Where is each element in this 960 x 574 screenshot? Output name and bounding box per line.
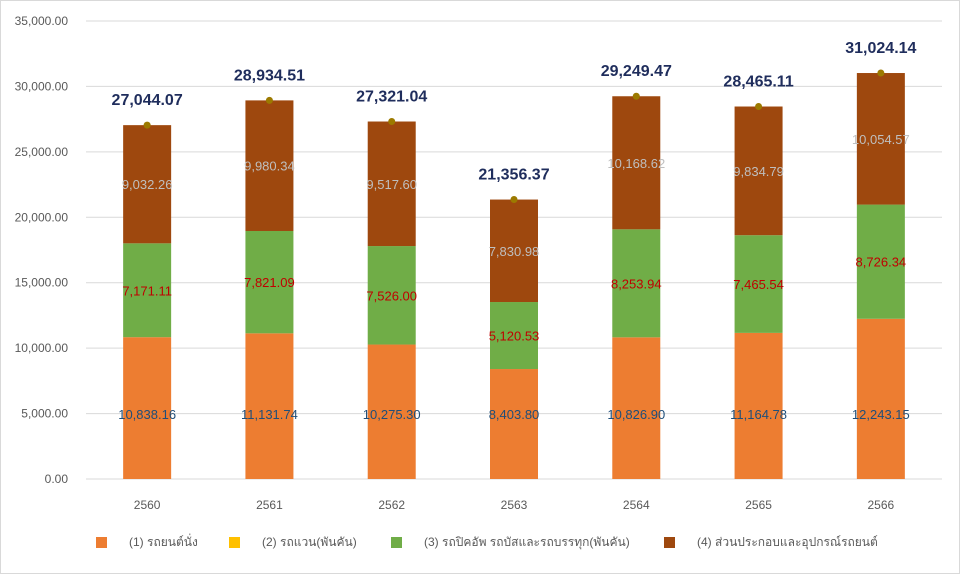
x-tick-label: 2563 <box>501 498 528 512</box>
y-tick-label: 25,000.00 <box>15 145 69 159</box>
data-label-passenger-cars: 10,826.90 <box>607 407 665 422</box>
bar-segment-parts-accessories <box>734 106 783 236</box>
x-tick-label: 2562 <box>378 498 405 512</box>
data-label-pickups-buses-trucks: 8,726.34 <box>856 255 907 270</box>
bar-segment-pickups-buses-trucks <box>734 235 783 333</box>
bar-segment-pickups-buses-trucks <box>367 246 416 345</box>
bars <box>123 73 905 479</box>
legend-label: (4) ส่วนประกอบและอุปกรณ์รถยนต์ <box>697 535 878 549</box>
legend-label: (1) รถยนต์นั่ง <box>129 535 198 549</box>
data-label-parts-accessories: 9,834.79 <box>733 164 784 179</box>
bar-segment-pickups-buses-trucks <box>123 243 172 338</box>
x-tick-label: 2565 <box>745 498 772 512</box>
data-label-passenger-cars: 11,164.78 <box>730 407 787 422</box>
data-labels: 10,838.16 7,171.11 9,032.26 27,044.07 11,131… <box>112 40 917 422</box>
total-marker <box>265 96 273 104</box>
bar-segment-passenger-cars <box>123 337 172 479</box>
total-marker <box>632 92 640 100</box>
total-label: 28,934.51 <box>234 67 305 84</box>
total-label: 31,024.14 <box>845 40 916 57</box>
data-label-parts-accessories: 7,830.98 <box>489 244 540 259</box>
x-axis: 2560 2561 2562 2563 2564 2565 2566 <box>134 498 895 512</box>
gridlines <box>86 20 942 480</box>
y-axis: 0.00 5,000.00 10,000.00 15,000.00 20,000.00 2… <box>15 14 69 486</box>
bar-segment-passenger-cars <box>367 344 416 479</box>
total-label: 21,356.37 <box>478 167 549 184</box>
y-tick-label: 10,000.00 <box>15 341 69 355</box>
total-marker <box>877 69 885 77</box>
bar-segment-parts-accessories <box>367 121 416 247</box>
total-label: 29,249.47 <box>601 63 672 80</box>
legend-swatch <box>391 537 402 548</box>
legend: (1) รถยนต์นั่ง (2) รถแวน(พันคัน) (3) รถป… <box>0 533 960 555</box>
bar-segment-pickups-buses-trucks <box>245 230 294 334</box>
x-tick-label: 2564 <box>623 498 650 512</box>
data-label-passenger-cars: 8,403.80 <box>489 407 540 422</box>
data-label-passenger-cars: 11,131.74 <box>241 407 298 422</box>
data-label-parts-accessories: 9,517.60 <box>366 177 417 192</box>
legend-swatch <box>664 537 675 548</box>
total-label: 27,321.04 <box>356 88 427 105</box>
data-label-parts-accessories: 9,980.34 <box>244 159 295 174</box>
legend-item-passenger-cars[interactable]: (1) รถยนต์นั่ง <box>96 533 198 552</box>
legend-item-parts-accessories[interactable]: (4) ส่วนประกอบและอุปกรณ์รถยนต์ <box>664 533 878 552</box>
total-marker <box>755 103 763 111</box>
legend-item-vans[interactable]: (2) รถแวน(พันคัน) <box>229 533 357 552</box>
data-label-passenger-cars: 10,838.16 <box>118 407 176 422</box>
x-tick-label: 2561 <box>256 498 283 512</box>
y-tick-label: 20,000.00 <box>15 210 69 224</box>
total-marker <box>143 121 151 129</box>
bar-segment-passenger-cars <box>245 333 294 479</box>
legend-label: (3) รถปิคอัพ รถบัสและรถบรรทุก(พันคัน) <box>424 535 630 549</box>
data-label-parts-accessories: 9,032.26 <box>122 177 173 192</box>
bar-segment-passenger-cars <box>856 318 905 479</box>
data-label-pickups-buses-trucks: 7,526.00 <box>366 288 417 303</box>
y-tick-label: 5,000.00 <box>21 407 68 421</box>
bar-segment-parts-accessories <box>245 100 294 231</box>
legend-swatch <box>229 537 240 548</box>
total-label: 28,465.11 <box>723 74 793 91</box>
data-label-pickups-buses-trucks: 7,171.11 <box>122 283 172 298</box>
total-marker <box>510 196 518 204</box>
y-tick-label: 30,000.00 <box>15 79 69 93</box>
data-label-passenger-cars: 12,243.15 <box>852 407 910 422</box>
bar-segment-passenger-cars <box>734 332 783 479</box>
y-tick-label: 0.00 <box>45 472 69 486</box>
bar-segment-parts-accessories <box>856 73 905 205</box>
x-tick-label: 2566 <box>868 498 895 512</box>
bar-segment-pickups-buses-trucks <box>612 229 661 338</box>
data-label-pickups-buses-trucks: 7,821.09 <box>244 275 295 290</box>
total-label: 27,044.07 <box>112 92 183 109</box>
data-label-pickups-buses-trucks: 7,465.54 <box>733 277 784 292</box>
bar-segment-parts-accessories <box>490 199 538 303</box>
x-tick-label: 2560 <box>134 498 161 512</box>
data-label-pickups-buses-trucks: 8,253.94 <box>611 276 662 291</box>
total-marker <box>388 117 396 125</box>
legend-item-pickups-buses-trucks[interactable]: (3) รถปิคอัพ รถบัสและรถบรรทุก(พันคัน) <box>391 533 630 552</box>
bar-segment-pickups-buses-trucks <box>856 204 905 319</box>
y-tick-label: 15,000.00 <box>15 276 69 290</box>
data-label-parts-accessories: 10,054.57 <box>852 132 910 147</box>
data-label-passenger-cars: 10,275.30 <box>363 407 421 422</box>
bar-segment-parts-accessories <box>123 125 172 244</box>
bar-segment-passenger-cars <box>612 337 661 479</box>
bar-segment-parts-accessories <box>612 96 661 230</box>
legend-swatch <box>96 537 107 548</box>
bar-segment-pickups-buses-trucks <box>490 302 538 370</box>
bar-segment-passenger-cars <box>490 369 538 479</box>
data-label-pickups-buses-trucks: 5,120.53 <box>489 329 540 344</box>
y-tick-label: 35,000.00 <box>15 14 69 28</box>
legend-label: (2) รถแวน(พันคัน) <box>262 535 357 549</box>
data-label-parts-accessories: 10,168.62 <box>607 156 665 171</box>
